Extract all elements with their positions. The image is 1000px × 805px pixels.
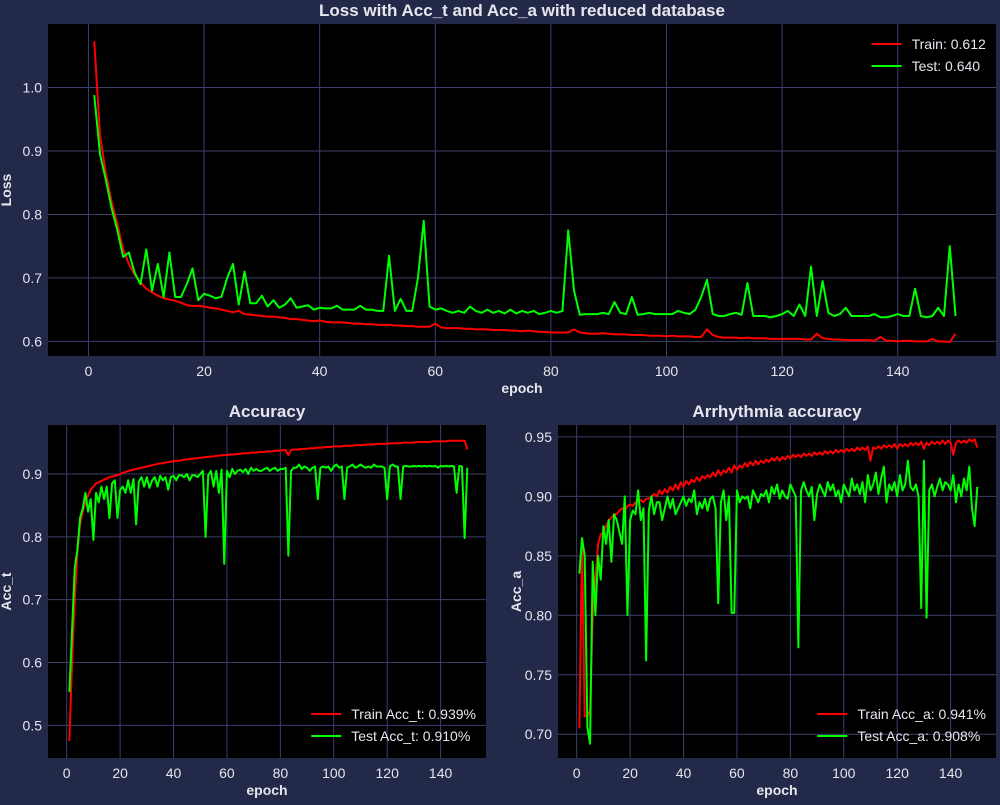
loss-chart-legend-label: Test: 0.640 xyxy=(912,58,981,74)
arrhythmia-chart-x-tick-label: 120 xyxy=(886,765,910,781)
loss-chart-x-tick-label: 40 xyxy=(312,363,328,379)
loss-chart-grid xyxy=(48,24,996,356)
loss-chart-y-tick-label: 0.7 xyxy=(23,270,43,286)
arrhythmia-chart-legend-label: Test Acc_a: 0.908% xyxy=(857,728,980,744)
loss-chart-y-tick-label: 0.8 xyxy=(23,206,43,222)
accuracy-chart-x-tick-label: 40 xyxy=(166,765,182,781)
arrhythmia-chart-x-tick-label: 0 xyxy=(573,765,581,781)
loss-chart-y-tick-label: 0.9 xyxy=(23,143,43,159)
accuracy-chart-y-axis-label: Acc_t xyxy=(0,572,14,610)
loss-chart-y-tick-label: 0.6 xyxy=(23,333,43,349)
accuracy-chart-y-tick-label: 0.7 xyxy=(23,592,43,608)
accuracy-chart-x-tick-label: 140 xyxy=(429,765,453,781)
accuracy-chart-series-line xyxy=(68,439,469,742)
loss-chart-title: Loss with Acc_t and Acc_a with reduced d… xyxy=(319,1,725,20)
loss-chart-x-tick-label: 60 xyxy=(428,363,444,379)
loss-chart-x-tick-label: 80 xyxy=(543,363,559,379)
arrhythmia-chart-x-tick-label: 40 xyxy=(676,765,692,781)
accuracy-chart-x-tick-label: 20 xyxy=(112,765,128,781)
accuracy-chart: 0 20 40 60 80 100 120 140 0.5 0.6 0.7 0.8 0.9 Accurac… xyxy=(0,402,486,798)
loss-chart-x-tick-label: 100 xyxy=(655,363,679,379)
loss-chart-x-tick-label: 0 xyxy=(85,363,93,379)
loss-chart-series-line xyxy=(93,95,957,319)
arrhythmia-chart-x-tick-label: 20 xyxy=(622,765,638,781)
accuracy-chart-legend: Train Acc_t: 0.939% Test Acc_t: 0.910% xyxy=(311,706,476,744)
accuracy-chart-series-line xyxy=(68,463,469,693)
arrhythmia-chart-y-tick-label: 0.70 xyxy=(525,726,552,742)
loss-chart-y-tick-label: 1.0 xyxy=(23,79,43,95)
arrhythmia-chart-y-tick-label: 0.95 xyxy=(525,429,552,445)
loss-chart-x-axis-label: epoch xyxy=(501,380,542,396)
arrhythmia-chart-series-train xyxy=(578,438,979,729)
accuracy-chart-series-train xyxy=(68,439,469,742)
arrhythmia-chart-y-tick-label: 0.75 xyxy=(525,667,552,683)
loss-chart-plot-area xyxy=(48,24,996,356)
arrhythmia-chart-legend-label: Train Acc_a: 0.941% xyxy=(857,706,986,722)
loss-chart-legend-label: Train: 0.612 xyxy=(912,36,986,52)
arrhythmia-chart-grid xyxy=(558,425,996,758)
arrhythmia-chart-legend: Train Acc_a: 0.941% Test Acc_a: 0.908% xyxy=(817,706,986,744)
accuracy-chart-y-tick-label: 0.8 xyxy=(23,529,43,545)
arrhythmia-chart-title: Arrhythmia accuracy xyxy=(692,402,862,421)
accuracy-chart-y-tick-label: 0.9 xyxy=(23,466,43,482)
arrhythmia-chart-series-line xyxy=(578,459,979,745)
loss-chart-x-tick-label: 20 xyxy=(196,363,212,379)
arrhythmia-chart-y-tick-label: 0.85 xyxy=(525,548,552,564)
arrhythmia-chart-x-tick-label: 140 xyxy=(939,765,963,781)
accuracy-chart-y-tick-label: 0.5 xyxy=(23,717,43,733)
loss-chart-series-train xyxy=(93,41,957,344)
loss-chart-x-tick-label: 140 xyxy=(886,363,910,379)
arrhythmia-chart-x-axis-label: epoch xyxy=(756,782,797,798)
loss-chart-x-tick-label: 120 xyxy=(770,363,794,379)
arrhythmia-chart-y-tick-label: 0.80 xyxy=(525,607,552,623)
arrhythmia-chart-x-tick-label: 100 xyxy=(832,765,856,781)
accuracy-chart-x-tick-label: 0 xyxy=(63,765,71,781)
accuracy-chart-grid xyxy=(48,425,486,758)
loss-chart-y-axis-label: Loss xyxy=(0,173,14,206)
loss-chart-series-line xyxy=(93,41,957,344)
arrhythmia-chart-x-tick-label: 80 xyxy=(783,765,799,781)
arrhythmia-chart-series-line xyxy=(578,438,979,729)
loss-chart-series-test xyxy=(93,95,957,319)
accuracy-chart-x-tick-label: 120 xyxy=(376,765,400,781)
accuracy-chart-x-tick-label: 60 xyxy=(219,765,235,781)
accuracy-chart-legend-label: Train Acc_t: 0.939% xyxy=(351,706,476,722)
accuracy-chart-legend-label: Test Acc_t: 0.910% xyxy=(351,728,470,744)
arrhythmia-chart: 0 20 40 60 80 100 120 140 0.70 0.75 0.80 0.85 0.90 0.… xyxy=(508,402,996,798)
accuracy-chart-x-tick-label: 100 xyxy=(322,765,346,781)
accuracy-chart-title: Accuracy xyxy=(229,402,306,421)
arrhythmia-chart-series-test xyxy=(578,459,979,745)
arrhythmia-chart-x-tick-label: 60 xyxy=(729,765,745,781)
loss-chart-legend: Train: 0.612 Test: 0.640 xyxy=(871,36,986,74)
accuracy-chart-plot-area xyxy=(48,425,486,758)
accuracy-chart-series-test xyxy=(68,463,469,693)
arrhythmia-chart-y-axis-label: Acc_a xyxy=(508,571,524,612)
arrhythmia-chart-y-tick-label: 0.90 xyxy=(525,488,552,504)
accuracy-chart-x-tick-label: 80 xyxy=(273,765,289,781)
accuracy-chart-y-tick-label: 0.6 xyxy=(23,654,43,670)
loss-chart: 0 20 40 60 80 100 120 140 0.6 0.7 0.8 0.9 1.0 Loss wi… xyxy=(0,1,996,396)
accuracy-chart-x-axis-label: epoch xyxy=(246,782,287,798)
